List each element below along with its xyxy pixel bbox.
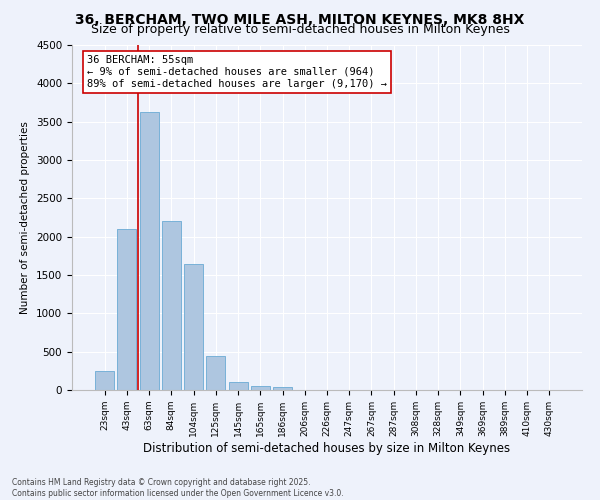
Text: 36, BERCHAM, TWO MILE ASH, MILTON KEYNES, MK8 8HX: 36, BERCHAM, TWO MILE ASH, MILTON KEYNES… [76,12,524,26]
Text: 36 BERCHAM: 55sqm
← 9% of semi-detached houses are smaller (964)
89% of semi-det: 36 BERCHAM: 55sqm ← 9% of semi-detached … [88,56,388,88]
Bar [251,386,270,390]
Bar [229,382,248,390]
Bar [162,222,181,390]
Bar [184,264,203,390]
Bar [206,356,225,390]
Bar [140,112,158,390]
X-axis label: Distribution of semi-detached houses by size in Milton Keynes: Distribution of semi-detached houses by … [143,442,511,454]
Text: Contains HM Land Registry data © Crown copyright and database right 2025.
Contai: Contains HM Land Registry data © Crown c… [12,478,344,498]
Bar [273,387,292,390]
Bar [95,371,114,390]
Y-axis label: Number of semi-detached properties: Number of semi-detached properties [20,121,31,314]
Text: Size of property relative to semi-detached houses in Milton Keynes: Size of property relative to semi-detach… [91,22,509,36]
Bar [118,229,136,390]
